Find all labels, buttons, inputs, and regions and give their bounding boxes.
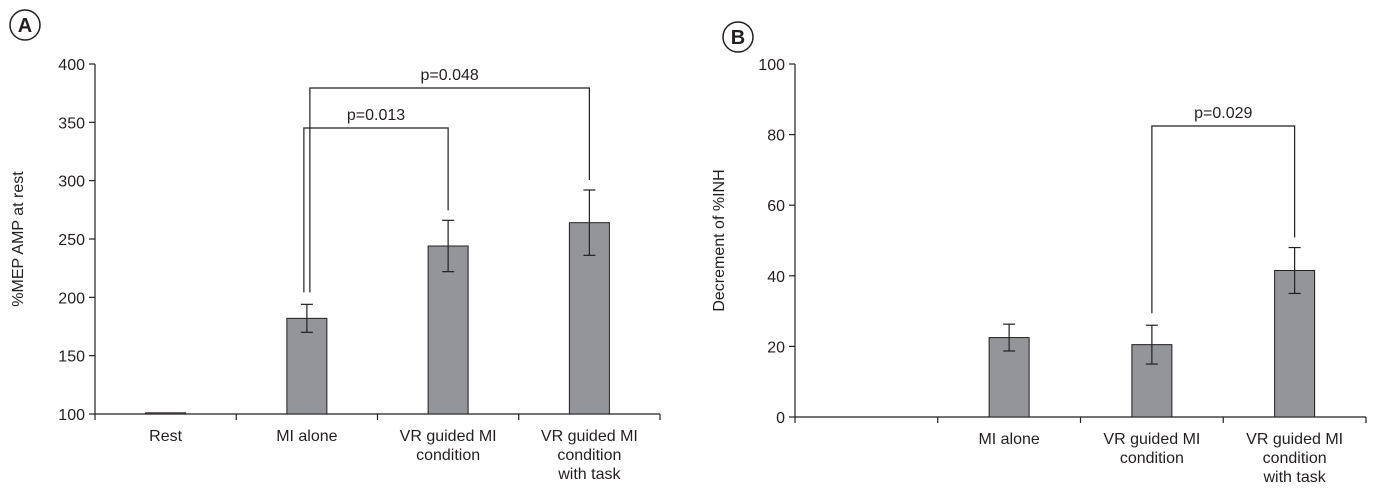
significance-bracket (1151, 125, 1296, 314)
y-tick-label: 20 (767, 339, 785, 356)
x-tick-label: MI alone (978, 431, 1039, 448)
significance-bracket (303, 127, 449, 293)
x-tick-label: condition (1263, 450, 1327, 467)
y-tick-label: 100 (758, 57, 785, 74)
y-tick-label: 100 (58, 407, 85, 424)
x-tick-label: VR guided MI (541, 428, 638, 445)
y-tick-label: 80 (767, 128, 785, 145)
x-tick-label: VR guided MI (1103, 431, 1200, 448)
y-tick-label: 200 (58, 290, 85, 307)
p-value-label: p=0.048 (420, 67, 478, 84)
y-tick-label: 0 (776, 410, 785, 427)
x-tick-label: condition (557, 447, 621, 464)
panel-label: B (731, 27, 745, 49)
bar (145, 412, 187, 415)
panel-label-circle (9, 9, 41, 41)
y-tick-label: 400 (58, 57, 85, 74)
chart-panel-a: A 100 150 200 250 300 350 400 %MEP AMP at rest Re… (9, 9, 661, 483)
x-tick-label: condition (1120, 450, 1184, 467)
y-axis-label: Decrement of %INH (711, 169, 728, 311)
x-tick-label: with task (557, 466, 621, 483)
x-tick-label: Rest (149, 428, 182, 445)
y-tick-label: 60 (767, 198, 785, 215)
x-tick-label: condition (416, 447, 480, 464)
y-tick-label: 150 (58, 349, 85, 366)
y-tick-label: 300 (58, 174, 85, 191)
x-tick-label: with task (1263, 469, 1327, 486)
x-tick-label: VR guided MI (400, 428, 497, 445)
bar (286, 317, 328, 415)
p-value-label: p=0.029 (1194, 105, 1252, 122)
panel-label-circle (722, 21, 754, 53)
y-tick-label: 350 (58, 115, 85, 132)
panel-label: A (18, 15, 32, 37)
y-tick-label: 250 (58, 232, 85, 249)
x-tick-label: VR guided MI (1246, 431, 1343, 448)
x-tick-label: MI alone (276, 428, 337, 445)
bar (427, 245, 469, 415)
y-tick-label: 40 (767, 269, 785, 286)
p-value-label: p=0.013 (347, 107, 405, 124)
y-axis-label: %MEP AMP at rest (10, 171, 27, 307)
chart-panel-b: B 0 20 40 60 80 100 Decrement of %INH MI alone VR… (711, 21, 1367, 486)
significance-bracket (309, 87, 590, 293)
